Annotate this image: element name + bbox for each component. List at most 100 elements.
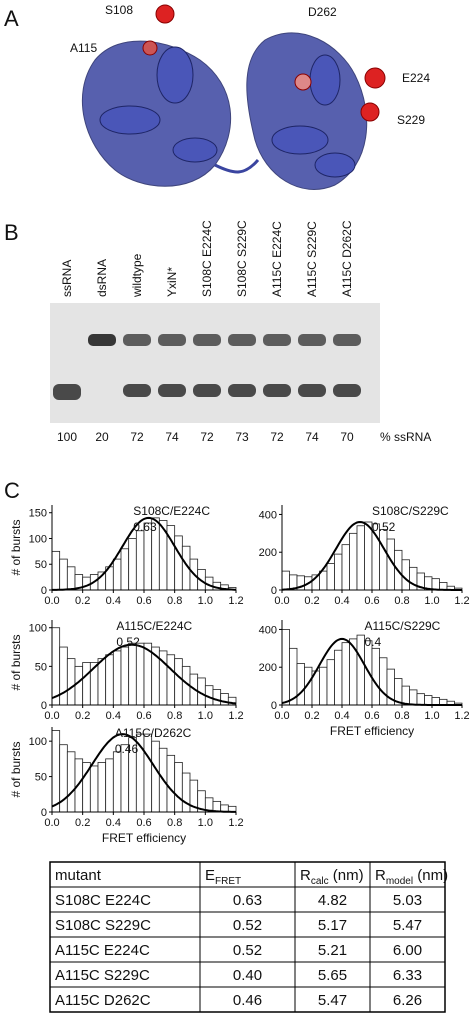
gel-band — [228, 384, 256, 397]
bar — [212, 689, 222, 706]
bar — [135, 530, 145, 591]
x-tick-label: 1.0 — [198, 710, 213, 722]
annotation-value: 0.4 — [365, 635, 382, 649]
annotation-name: S108C/S229C — [372, 504, 449, 518]
x-tick-label: 0.6 — [136, 817, 151, 829]
fit-curve — [52, 516, 236, 591]
y-tick-label: 0 — [271, 700, 277, 712]
bar — [59, 646, 68, 706]
x-tick-label: 0.4 — [106, 710, 121, 722]
bar — [89, 765, 99, 813]
header-cell: Rcalc (nm) — [300, 867, 364, 887]
lane-label: A115C S229C — [305, 221, 319, 297]
gel-band — [123, 384, 151, 397]
y-tick-label: 100 — [29, 623, 47, 635]
lane-label: S108C S229C — [235, 220, 249, 297]
bar — [371, 647, 380, 706]
x-tick-label: 0.0 — [274, 710, 289, 722]
protein-structure — [81, 32, 368, 190]
header-main: R — [375, 867, 386, 884]
annotation-value: 0.46 — [115, 742, 139, 756]
x-tick-label: 0.6 — [364, 710, 379, 722]
percent-label: 72 — [270, 430, 284, 444]
gel-band — [193, 384, 221, 397]
annotation-value: 0.52 — [372, 520, 396, 534]
bar — [349, 532, 358, 591]
lane-label: wildtype — [130, 253, 144, 298]
x-tick-label: 0.2 — [75, 710, 90, 722]
bar — [51, 627, 61, 706]
table-cell: 5.47 — [318, 992, 347, 1009]
y-tick-label: 400 — [259, 624, 277, 636]
bar — [319, 666, 328, 706]
x-tick-label: 0.6 — [364, 595, 379, 607]
table-cell: 4.82 — [318, 892, 347, 909]
gel-band — [298, 384, 326, 397]
x-tick-label: 0.4 — [106, 595, 121, 607]
bar — [356, 525, 365, 591]
bar — [112, 650, 122, 706]
bar — [431, 697, 440, 706]
bar — [319, 570, 328, 591]
lane-label: S108C E224C — [200, 220, 214, 297]
annotation-name: S108C/E224C — [133, 504, 210, 518]
gel-band — [158, 384, 186, 397]
gel-band — [298, 334, 326, 346]
bar — [296, 663, 305, 706]
table-cell: 5.17 — [318, 917, 347, 934]
bar — [166, 754, 176, 813]
gel-band — [88, 334, 116, 346]
header-unit: (nm) — [413, 867, 448, 884]
bar — [401, 685, 410, 706]
bar — [341, 544, 350, 591]
header-main: R — [300, 867, 311, 884]
x-tick-label: 0.2 — [75, 817, 90, 829]
header-sub: calc — [311, 876, 329, 887]
bar — [128, 642, 137, 706]
bar — [66, 658, 76, 706]
table-cell: A115C E224C — [55, 942, 150, 959]
x-tick-label: 0.0 — [274, 595, 289, 607]
y-tick-label: 100 — [29, 736, 47, 748]
residue-label: E224 — [402, 71, 430, 85]
bar — [341, 642, 350, 706]
table-cell: 6.26 — [393, 992, 422, 1009]
bar — [334, 649, 343, 706]
lane-label: A115C E224C — [270, 221, 284, 297]
x-tick-label: 0.8 — [167, 817, 182, 829]
x-tick-label: 0.2 — [304, 710, 319, 722]
y-tick-label: 400 — [259, 509, 277, 521]
x-tick-label: 1.0 — [424, 710, 439, 722]
table-cell: 0.46 — [233, 992, 262, 1009]
y-tick-label: 50 — [35, 559, 47, 571]
panel-letter: A — [4, 6, 19, 31]
table-cell: 5.21 — [318, 942, 347, 959]
bar — [135, 642, 145, 706]
bar — [174, 535, 183, 591]
annotation-value: 0.63 — [133, 520, 157, 534]
bar — [120, 646, 130, 706]
bar — [51, 550, 61, 591]
percent-label: 72 — [130, 430, 144, 444]
header-main: mutant — [55, 867, 102, 884]
lane-label: YxiN* — [165, 267, 179, 297]
panel-letter: C — [4, 478, 20, 503]
bar — [424, 695, 433, 706]
x-tick-label: 0.6 — [136, 595, 151, 607]
header-cell: EFRET — [205, 867, 241, 887]
y-axis-label: # of bursts — [9, 741, 23, 797]
x-axis-label: FRET efficiency — [102, 831, 186, 845]
annotation-name: A115C/D262C — [115, 726, 192, 740]
gel-band — [263, 384, 291, 397]
x-tick-label: 1.2 — [454, 595, 469, 607]
bar — [409, 689, 418, 706]
header-cell: mutant — [55, 867, 102, 884]
residue-spheres — [142, 4, 386, 122]
y-tick-label: 0 — [41, 585, 47, 597]
y-axis-label: # of bursts — [9, 634, 23, 690]
x-tick-label: 0.4 — [106, 817, 121, 829]
lane-label: dsRNA — [95, 259, 109, 297]
header-sub: model — [386, 876, 413, 887]
percent-label: 100 — [57, 430, 77, 444]
